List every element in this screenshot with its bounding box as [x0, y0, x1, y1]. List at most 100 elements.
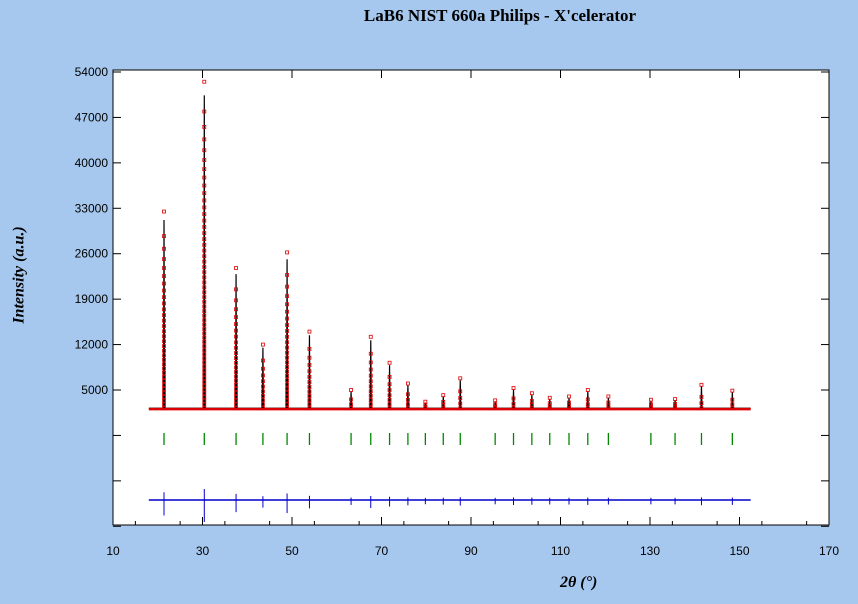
x-tick-label: 130 [640, 544, 660, 558]
observed-point [162, 387, 166, 392]
observed-peak [547, 395, 552, 411]
observed-point [730, 388, 735, 393]
observed-point [493, 398, 498, 403]
observed-point [202, 352, 207, 357]
observed-point [307, 346, 312, 351]
observed-point [202, 259, 207, 264]
observed-point [730, 402, 735, 407]
observed-point [307, 380, 312, 385]
observed-point [458, 401, 463, 406]
observed-point [202, 356, 207, 361]
observed-series [148, 79, 751, 411]
observed-point [368, 398, 373, 402]
observed-peak [387, 360, 392, 411]
observed-peak [162, 209, 166, 411]
observed-point [368, 360, 373, 365]
observed-point [162, 379, 166, 384]
bragg-ticks [163, 433, 733, 445]
observed-point [567, 403, 571, 408]
observed-point [547, 395, 552, 400]
observed-point [458, 406, 463, 411]
observed-point [202, 285, 207, 290]
observed-point [285, 284, 289, 289]
observed-point [234, 298, 238, 303]
observed-point [261, 389, 265, 394]
observed-point [261, 394, 265, 398]
observed-point [285, 402, 289, 407]
observed-peak [493, 398, 498, 411]
observed-peak [423, 399, 428, 411]
observed-point [234, 266, 238, 270]
observed-point [307, 406, 312, 411]
observed-point [368, 334, 373, 339]
observed-point [202, 205, 207, 210]
y-tick-label: 26000 [75, 247, 109, 261]
observed-point [234, 387, 238, 391]
observed-point [699, 406, 704, 411]
observed-point [162, 234, 166, 239]
observed-point [285, 273, 289, 277]
observed-point [202, 340, 207, 344]
observed-point [441, 406, 446, 411]
observed-point [234, 391, 238, 395]
observed-point [162, 288, 166, 293]
observed-point [285, 323, 289, 327]
observed-point [285, 365, 289, 369]
observed-point [606, 394, 611, 399]
observed-point [423, 406, 428, 411]
y-axis-label: Intensity (a.u.) [11, 226, 28, 324]
observed-peak [368, 334, 373, 411]
observed-point [202, 148, 207, 153]
observed-point [202, 270, 207, 275]
observed-point [202, 376, 207, 381]
observed-point [368, 406, 373, 411]
observed-point [234, 360, 238, 365]
observed-point [730, 406, 735, 411]
observed-point [162, 274, 166, 278]
observed-point [234, 322, 238, 327]
observed-point [202, 391, 207, 396]
observed-point [162, 370, 166, 375]
observed-point [162, 295, 166, 300]
observed-peak [699, 382, 704, 411]
observed-point [234, 328, 238, 333]
observed-point [261, 379, 265, 384]
observed-point [285, 355, 289, 360]
observed-point [349, 402, 353, 407]
observed-point [202, 402, 207, 407]
observed-point [387, 382, 392, 387]
observed-point [202, 212, 207, 217]
observed-point [202, 79, 207, 84]
observed-point [285, 329, 289, 333]
observed-point [307, 369, 312, 374]
observed-point [234, 398, 238, 403]
observed-peak [585, 388, 590, 411]
observed-point [162, 334, 166, 339]
observed-point [234, 315, 238, 319]
observed-point [511, 396, 516, 401]
observed-point [202, 406, 207, 411]
observed-point [202, 254, 207, 259]
observed-point [606, 403, 611, 408]
observed-peak [511, 386, 516, 411]
observed-point [493, 406, 498, 411]
observed-point [349, 406, 353, 411]
observed-point [261, 384, 265, 389]
y-tick-label: 47000 [75, 110, 109, 124]
x-tick-label: 170 [819, 544, 839, 558]
observed-point [673, 397, 677, 401]
observed-point [202, 191, 207, 196]
observed-point [202, 327, 207, 331]
observed-point [202, 218, 207, 223]
axes: 10 30 50 70 90 110 130 150 170 5000 12000 19000 2600… [75, 65, 840, 558]
observed-point [368, 367, 373, 372]
observed-point [261, 358, 265, 363]
observed-peak [406, 381, 410, 411]
observed-point [285, 350, 289, 355]
observed-point [162, 344, 166, 348]
observed-point [307, 394, 312, 398]
y-tick-label: 33000 [75, 201, 109, 215]
observed-point [648, 402, 653, 406]
observed-point [368, 384, 373, 389]
